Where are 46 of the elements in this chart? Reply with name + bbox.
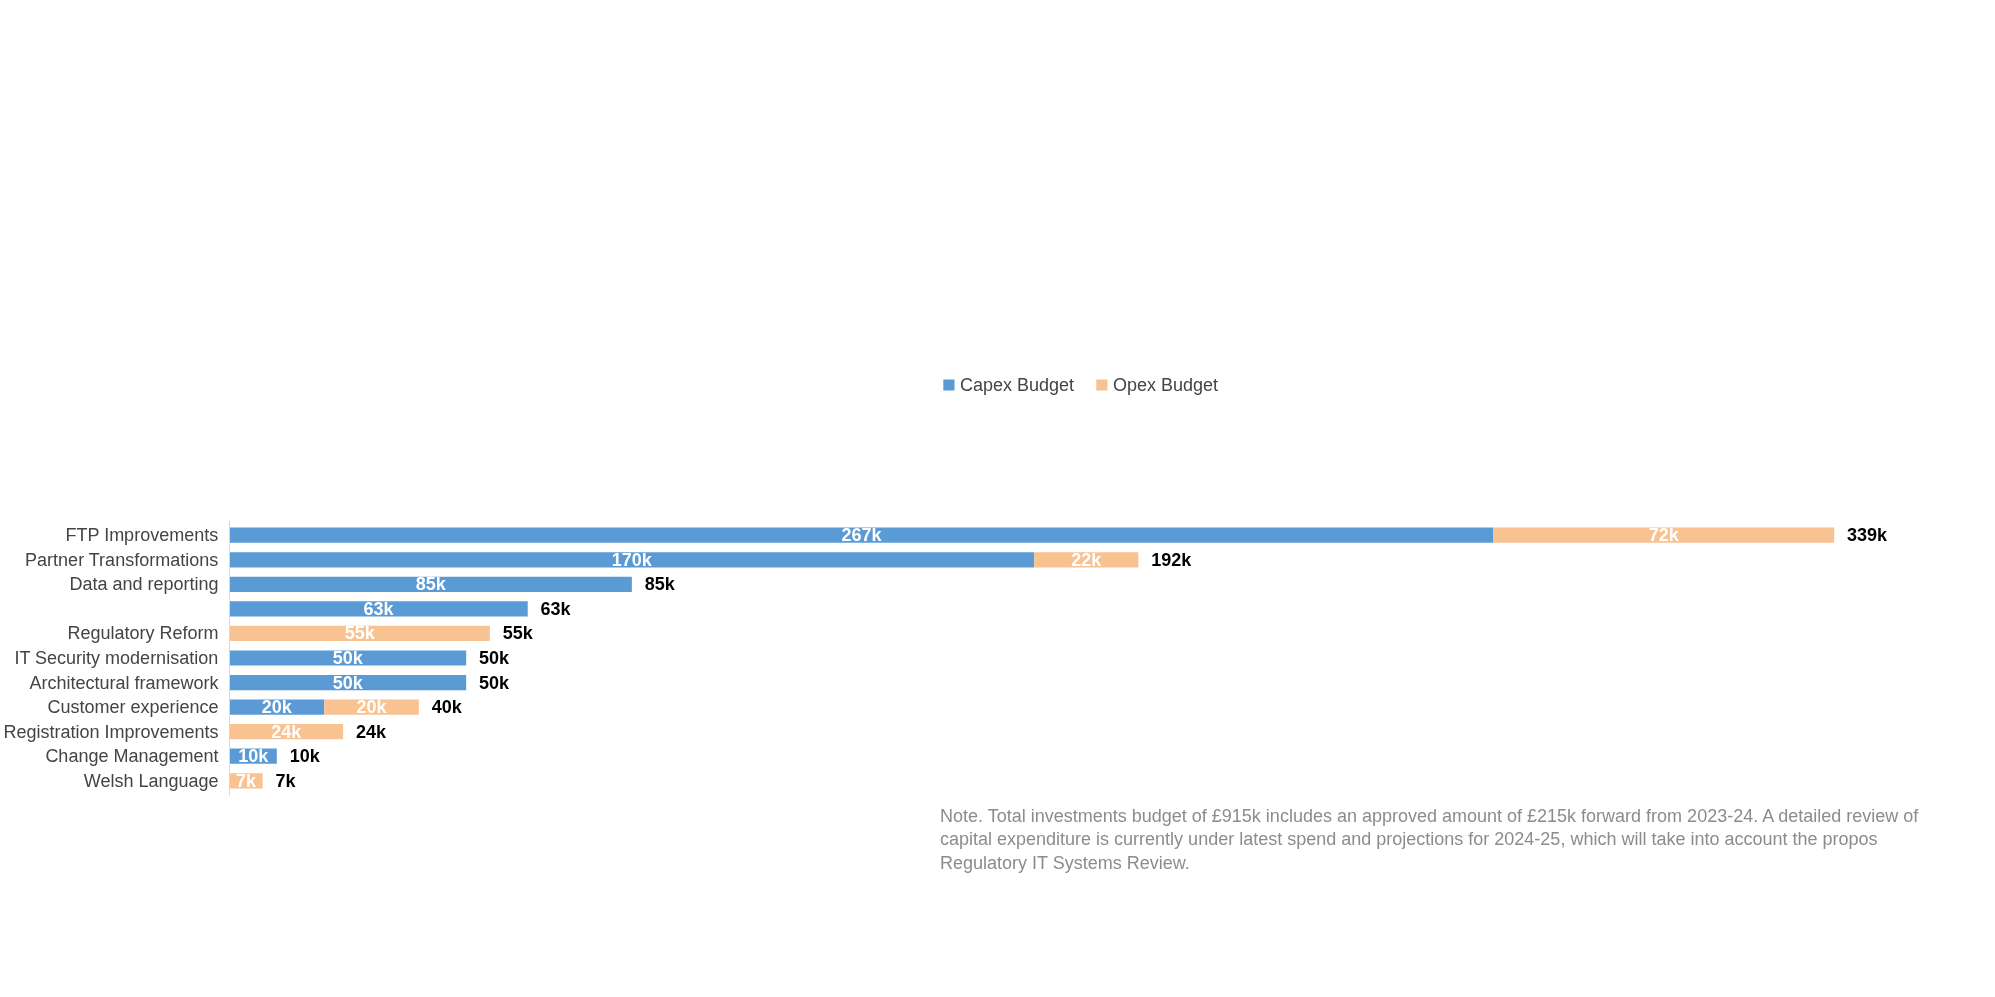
data-label: 170k [611,549,653,570]
total-label: 192k [1151,549,1193,570]
y-tick-label: Registration Improvements [3,721,219,742]
data-label: 20k [261,697,293,718]
total-label: 24k [355,721,387,742]
y-tick-label: Data and reporting [69,574,219,595]
total-label: 63k [540,598,572,619]
data-label: 22k [1071,549,1103,570]
data-label: 267k [841,525,883,546]
y-tick-label: IT Security modernisation [14,648,219,668]
data-label: 72k [1648,525,1680,546]
y-tick-label: Welsh Language [83,770,219,791]
y-tick-label: FTP Improvements [65,525,219,546]
bar [229,576,632,592]
y-tick-label: Architectural framework [29,672,220,693]
y-tick-label: Change Management [45,746,219,767]
data-label: 20k [356,697,388,718]
data-label: 85k [415,574,447,595]
total-label: 55k [502,623,534,644]
text: Note. Total investments budget of £915k includes an approved amount of £215k forward from 2023-24. A detailed review of capital expenditure is currently under latest spend and projections for 2024-25, which will take into account the propos Regulatory IT Systems Review. [940,805,1920,875]
total-label: 85k [644,574,676,595]
total-label: 50k [479,648,511,668]
bar [229,674,467,691]
y-tick-label: Customer experience [47,697,219,718]
total-label: 10k [289,746,321,767]
total-label: 339k [1847,525,1889,546]
bar [229,650,467,666]
bar [229,527,1494,543]
data-label: 55k [344,623,376,644]
legend-label: Opex Budget [1113,374,1219,396]
data-label: 50k [332,672,364,693]
bar [229,552,1035,568]
data-label: 63k [363,598,395,619]
data-label: 10k [238,746,270,767]
total-label: 7k [275,770,297,791]
total-label: 40k [431,697,463,718]
legend-label: Capex Budget [959,374,1075,396]
data-label: 50k [332,648,364,668]
bar [229,625,490,642]
data-label: 24k [271,721,303,742]
y-tick-label: Partner Transformations [25,549,219,570]
bar [229,601,528,617]
total-label: 50k [479,672,511,693]
y-tick-label: Regulatory Reform [67,623,219,644]
data-label: 7k [236,770,258,791]
bar [1493,527,1835,543]
